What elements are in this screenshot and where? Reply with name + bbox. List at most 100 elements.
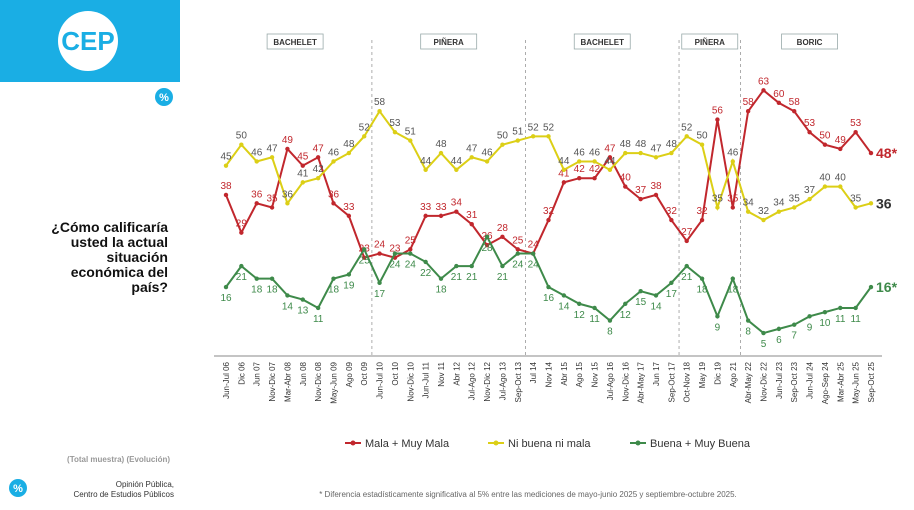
data-label: 33 [435, 202, 447, 213]
data-label: 24 [405, 260, 417, 271]
data-point [638, 289, 643, 294]
x-tick-label: Oct 10 [391, 361, 400, 385]
data-point [469, 263, 474, 269]
data-point [638, 150, 643, 156]
data-point [515, 138, 520, 143]
data-point [285, 201, 290, 206]
data-point [807, 129, 812, 135]
data-label: 53 [389, 118, 401, 129]
data-label: 44 [420, 156, 432, 167]
x-tick-label: Nov-Dic 22 [760, 361, 769, 401]
x-tick-label: Mar-Abr 25 [836, 361, 845, 402]
data-point [868, 201, 874, 206]
period-box [266, 33, 324, 50]
data-label: 34 [451, 198, 463, 209]
data-label: 46 [482, 147, 494, 158]
data-label: 28 [497, 223, 509, 234]
data-point [792, 109, 797, 114]
data-label: 21 [681, 272, 693, 283]
data-label: 18 [727, 285, 739, 296]
data-point [269, 155, 275, 160]
data-label: 36 [328, 189, 340, 200]
data-point [530, 134, 536, 139]
data-point [745, 109, 751, 114]
data-point [684, 134, 689, 139]
legend-item: Buena + Muy Buena [630, 438, 751, 450]
x-tick-label: Jun-Jul 06 [222, 361, 231, 398]
data-label: 47 [650, 143, 662, 154]
data-label: 8 [607, 327, 613, 338]
data-label: 41 [558, 168, 570, 179]
x-tick-label: Ago 15 [575, 361, 584, 387]
data-label: 24 [528, 260, 540, 271]
data-label: 21 [497, 272, 509, 283]
data-label: 36 [876, 195, 892, 211]
data-point [699, 142, 705, 147]
x-tick-label: Jun 08 [299, 361, 308, 386]
x-tick-label: Oct-Nov 18 [683, 361, 692, 402]
data-point [607, 318, 613, 323]
x-tick-label: Sep-Oct 17 [667, 361, 676, 402]
data-label: 32 [543, 206, 555, 217]
data-point [592, 176, 597, 181]
data-point [454, 263, 459, 269]
data-label: 5 [761, 339, 767, 350]
data-label: 7 [791, 331, 797, 342]
data-label: 16 [220, 293, 232, 304]
data-point [838, 146, 843, 152]
period-label: BACHELET [273, 38, 317, 47]
data-point [561, 180, 567, 185]
data-label: 35 [267, 194, 279, 205]
x-tick-label: Ago 09 [345, 361, 354, 387]
data-label: 47 [267, 143, 279, 154]
question: económica del [71, 264, 168, 280]
data-label: 49 [835, 135, 847, 146]
data-point [500, 263, 505, 269]
x-tick-label: Jun-Jul 24 [806, 361, 815, 398]
data-point [684, 238, 689, 244]
data-label: 15 [635, 297, 647, 308]
data-point [822, 309, 828, 315]
data-point [745, 318, 751, 323]
data-label: 17 [666, 289, 678, 300]
data-label: 18 [328, 285, 340, 296]
data-point [653, 293, 659, 298]
data-point [223, 192, 229, 198]
data-label: 31 [466, 210, 478, 221]
data-label: 18 [251, 285, 263, 296]
data-point [776, 100, 782, 106]
legend-label: Buena + Muy Buena [650, 438, 751, 450]
data-label: 35 [712, 194, 724, 205]
data-point [377, 251, 382, 256]
data-point [484, 234, 490, 239]
data-label: 21 [236, 272, 248, 283]
data-label: 23 [389, 244, 401, 255]
data-label: 52 [543, 122, 555, 133]
data-label: 46 [328, 147, 340, 158]
data-label: 48 [635, 139, 647, 150]
data-point [239, 142, 244, 147]
x-tick-label: Jul-Ago 12 [468, 361, 477, 400]
data-label: 19 [343, 280, 355, 291]
question: situación [107, 249, 168, 265]
data-label: 48 [343, 139, 355, 150]
data-label: 14 [282, 301, 294, 312]
data-point [623, 184, 628, 189]
data-point [392, 251, 398, 256]
data-point [484, 159, 490, 164]
data-point [285, 293, 290, 298]
x-tick-label: Sep-Oct 23 [790, 361, 799, 402]
x-tick-label: Nov-Dic 10 [406, 361, 415, 401]
data-label: 24 [374, 240, 386, 251]
data-label: 48 [435, 139, 447, 150]
data-label: 14 [650, 301, 662, 312]
data-label: 18 [435, 285, 447, 296]
data-label: 44 [451, 156, 463, 167]
data-label: 45 [220, 152, 232, 163]
data-label: 42 [313, 164, 325, 175]
data-point [223, 284, 229, 290]
x-tick-label: Jul 14 [529, 361, 538, 383]
data-point [607, 155, 613, 160]
data-label: 48 [620, 139, 632, 150]
